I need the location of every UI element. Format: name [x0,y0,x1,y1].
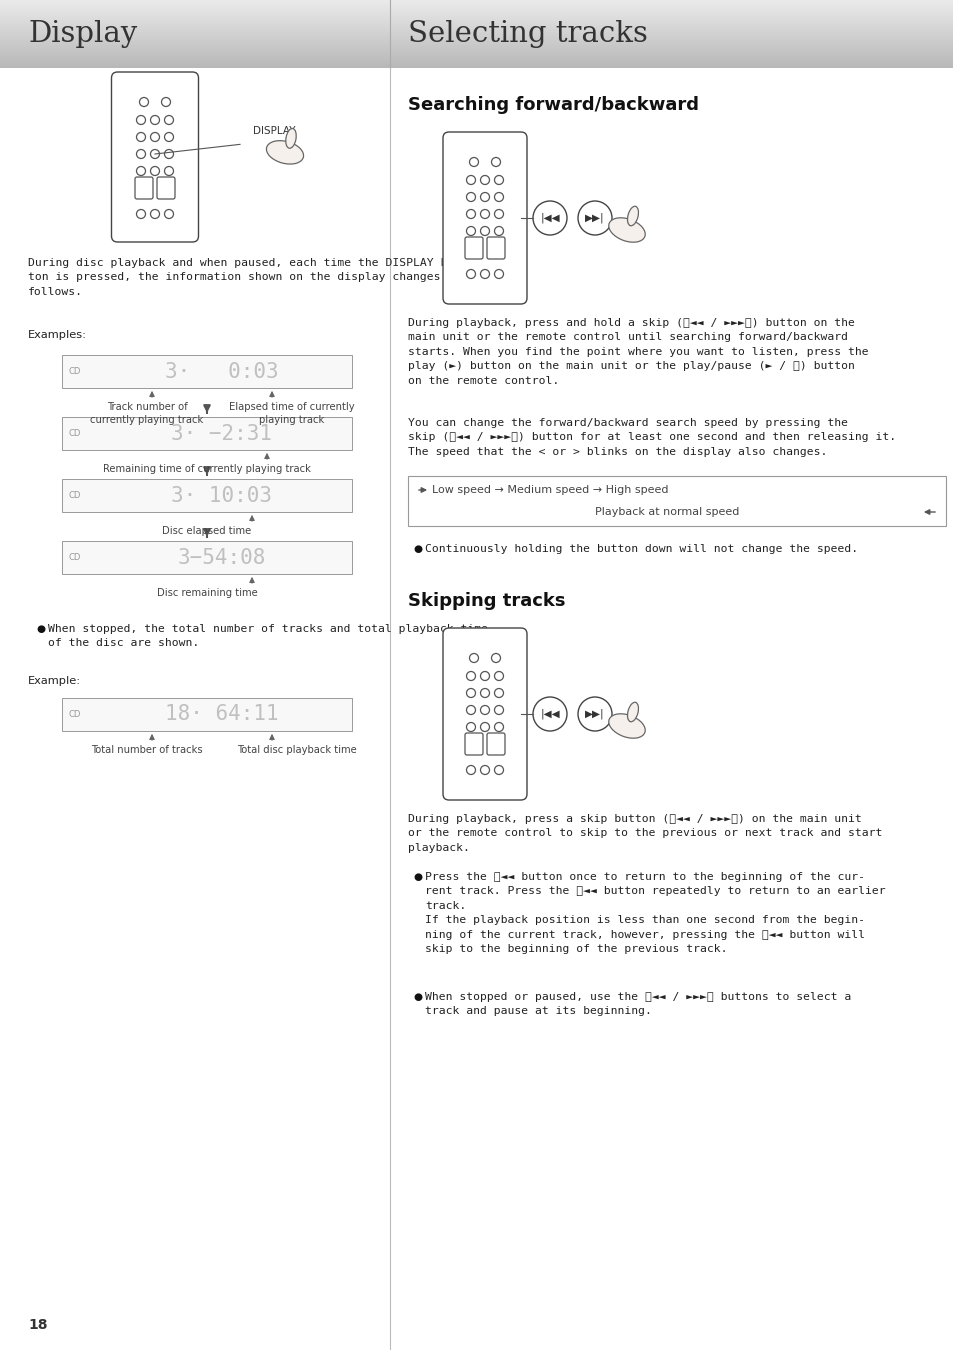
Text: Elapsed time of currently
playing track: Elapsed time of currently playing track [229,402,355,425]
Text: Playback at normal speed: Playback at normal speed [594,508,739,517]
Bar [62,698,352,730]
Bar [62,479,352,512]
Text: Disc remaining time: Disc remaining time [156,589,257,598]
FancyBboxPatch shape [442,628,526,801]
Text: 3−54:08: 3−54:08 [177,548,265,567]
Text: ●: ● [413,992,421,1002]
Text: 18· 64:11: 18· 64:11 [165,705,278,725]
Text: DISPLAY: DISPLAY [253,127,295,136]
Text: Total number of tracks: Total number of tracks [91,745,203,755]
Bar [62,355,352,387]
Text: Press the ⧏◄◄ button once to return to the beginning of the cur-
rent track. Pre: Press the ⧏◄◄ button once to return to t… [424,872,884,954]
Text: Continuously holding the button down will not change the speed.: Continuously holding the button down wil… [424,544,858,554]
Ellipse shape [266,140,303,165]
Text: Display: Display [28,20,137,49]
Text: Example:: Example: [28,676,81,686]
Ellipse shape [608,714,644,738]
Text: Track number of
currently playing track: Track number of currently playing track [91,402,203,425]
Text: CD: CD [69,367,81,377]
Text: You can change the forward/backward search speed by pressing the
skip (⧏◄◄ / ►►►: You can change the forward/backward sear… [408,418,895,456]
Text: Total disc playback time: Total disc playback time [237,745,356,755]
FancyBboxPatch shape [135,177,152,198]
Bar [408,477,945,526]
Text: |◀◀: |◀◀ [539,213,559,223]
Text: CD: CD [69,554,81,562]
Circle shape [578,201,612,235]
Text: 3·   0:03: 3· 0:03 [165,362,278,382]
FancyBboxPatch shape [486,733,504,755]
Text: During playback, press and hold a skip (⧏◄◄ / ►►►⧏) button on the
main unit or t: During playback, press and hold a skip (… [408,319,868,386]
Text: 3· −2:31: 3· −2:31 [171,424,272,444]
FancyBboxPatch shape [157,177,174,198]
FancyBboxPatch shape [442,132,526,304]
Text: ●: ● [413,544,421,554]
Text: ▶▶|: ▶▶| [584,709,604,720]
Text: When stopped, the total number of tracks and total playback time
of the disc are: When stopped, the total number of tracks… [48,624,488,648]
FancyBboxPatch shape [464,238,482,259]
Text: ▶▶|: ▶▶| [584,213,604,223]
Text: CD: CD [69,491,81,500]
Circle shape [578,697,612,730]
FancyBboxPatch shape [486,238,504,259]
Ellipse shape [286,128,296,148]
Text: CD: CD [69,710,81,720]
FancyBboxPatch shape [464,733,482,755]
Ellipse shape [627,702,638,722]
Bar [62,541,352,574]
Ellipse shape [608,217,644,242]
Text: During disc playback and when paused, each time the DISPLAY but-
ton is pressed,: During disc playback and when paused, ea… [28,258,468,297]
Text: 18: 18 [28,1318,48,1332]
Text: When stopped or paused, use the ⧏◄◄ / ►►►⧏ buttons to select a
track and pause a: When stopped or paused, use the ⧏◄◄ / ►►… [424,992,850,1017]
Text: Low speed → Medium speed → High speed: Low speed → Medium speed → High speed [432,485,668,495]
Circle shape [533,201,566,235]
Text: 3· 10:03: 3· 10:03 [171,486,272,505]
Text: Disc elapsed time: Disc elapsed time [162,526,252,536]
Bar [62,417,352,450]
Text: |◀◀: |◀◀ [539,709,559,720]
FancyBboxPatch shape [112,72,198,242]
Text: Skipping tracks: Skipping tracks [408,593,565,610]
Text: Searching forward/backward: Searching forward/backward [408,96,699,113]
Text: ●: ● [413,872,421,882]
Circle shape [533,697,566,730]
Text: During playback, press a skip button (⧏◄◄ / ►►►⧏) on the main unit
or the remote: During playback, press a skip button (⧏◄… [408,814,882,853]
Text: Remaining time of currently playing track: Remaining time of currently playing trac… [103,464,311,474]
Text: ●: ● [36,624,45,634]
Text: Examples:: Examples: [28,329,87,340]
Text: CD: CD [69,429,81,437]
Ellipse shape [627,207,638,225]
Text: Selecting tracks: Selecting tracks [408,20,647,49]
